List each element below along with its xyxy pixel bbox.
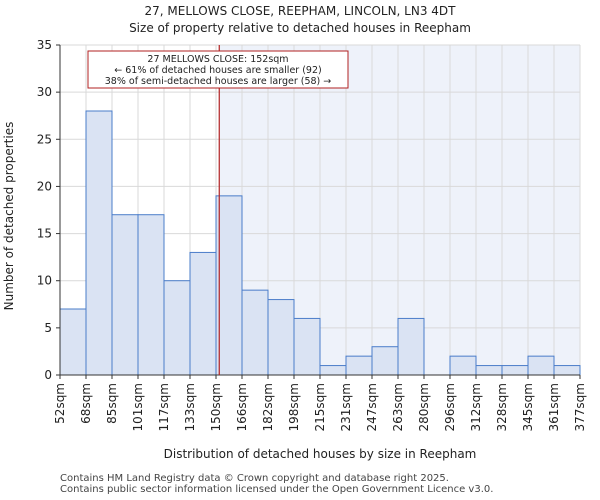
y-tick-label: 0 xyxy=(44,368,52,382)
bar xyxy=(241,289,269,376)
x-tick-label: 215sqm xyxy=(313,383,327,431)
bar xyxy=(345,355,373,376)
bar xyxy=(319,365,347,376)
x-tick-label: 361sqm xyxy=(547,383,561,431)
x-tick-label: 231sqm xyxy=(339,383,353,431)
y-axis-label: Number of detached properties xyxy=(2,122,16,311)
x-tick-label: 133sqm xyxy=(183,383,197,431)
annotation-text: ← 61% of detached houses are smaller (92… xyxy=(114,65,321,76)
y-tick-label: 25 xyxy=(37,132,52,146)
x-tick-label: 101sqm xyxy=(131,383,145,431)
chart-title: 27, MELLOWS CLOSE, REEPHAM, LINCOLN, LN3… xyxy=(144,4,456,18)
y-tick-label: 5 xyxy=(44,321,52,335)
bar xyxy=(59,308,87,376)
bar xyxy=(449,355,477,376)
x-tick-label: 117sqm xyxy=(157,383,171,431)
footer-line-1: Contains HM Land Registry data © Crown c… xyxy=(60,473,449,484)
bar xyxy=(215,195,243,376)
x-tick-label: 166sqm xyxy=(235,383,249,431)
x-tick-label: 198sqm xyxy=(287,383,301,431)
y-tick-label: 30 xyxy=(37,85,52,99)
y-tick-label: 20 xyxy=(37,179,52,193)
x-tick-label: 182sqm xyxy=(261,383,275,431)
x-tick-label: 377sqm xyxy=(573,383,587,431)
bar xyxy=(163,280,191,376)
footer-line-2: Contains public sector information licen… xyxy=(60,484,494,495)
x-tick-label: 247sqm xyxy=(365,383,379,431)
bar xyxy=(137,214,165,376)
x-tick-label: 312sqm xyxy=(469,383,483,431)
y-tick-label: 35 xyxy=(37,38,52,52)
x-tick-label: 296sqm xyxy=(443,383,457,431)
x-tick-label: 345sqm xyxy=(521,383,535,431)
y-tick-label: 15 xyxy=(37,227,52,241)
annotation-text: 38% of semi-detached houses are larger (… xyxy=(105,76,332,87)
bar xyxy=(397,317,425,376)
bar xyxy=(371,346,399,376)
bar xyxy=(501,365,529,376)
bar xyxy=(475,365,503,376)
x-tick-label: 263sqm xyxy=(391,383,405,431)
annotation-text: 27 MELLOWS CLOSE: 152sqm xyxy=(147,54,288,65)
x-tick-label: 68sqm xyxy=(79,383,93,424)
annotation-box xyxy=(87,50,349,89)
x-tick-label: 328sqm xyxy=(495,383,509,431)
plot-area: 0 5 10 15 20 25 30 35 52sqm 68sqm 85sqm 101sqm 117sq… xyxy=(37,38,587,431)
chart-subtitle: Size of property relative to detached ho… xyxy=(129,21,471,35)
bar xyxy=(85,110,113,376)
y-tick-label: 10 xyxy=(37,274,52,288)
x-tick-label: 85sqm xyxy=(105,383,119,424)
x-tick-label: 280sqm xyxy=(417,383,431,431)
x-axis-label: Distribution of detached houses by size … xyxy=(164,447,477,461)
bar xyxy=(189,251,217,376)
bar xyxy=(267,299,295,376)
x-tick-label: 52sqm xyxy=(53,383,67,424)
bar xyxy=(293,317,321,376)
bar xyxy=(527,355,555,376)
bar xyxy=(553,365,581,376)
x-tick-label: 150sqm xyxy=(209,383,223,431)
bar xyxy=(111,214,139,376)
